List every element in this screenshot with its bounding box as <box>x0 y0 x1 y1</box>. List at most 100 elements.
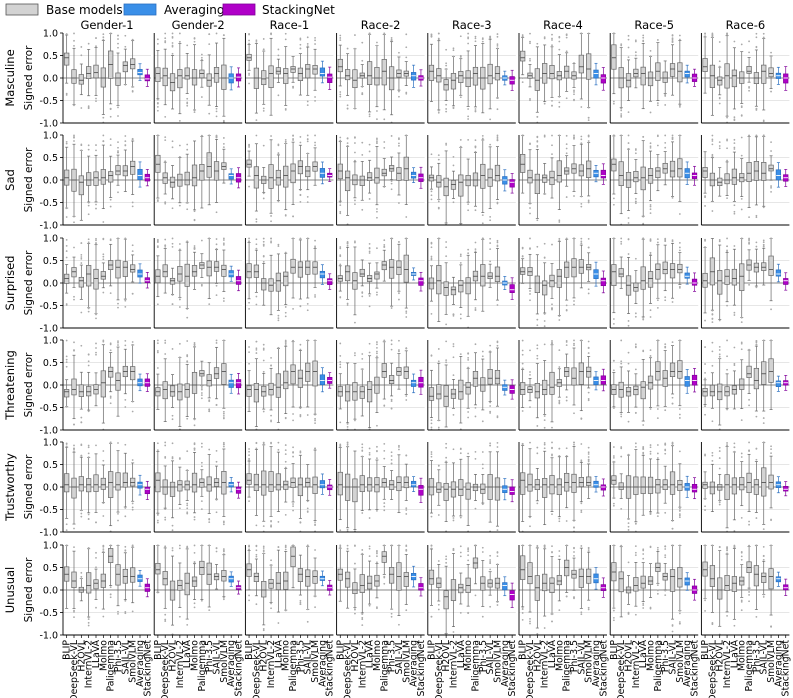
outlier-point <box>573 303 575 306</box>
outlier-point <box>755 341 758 344</box>
outlier-point <box>474 308 477 311</box>
outlier-point <box>496 47 499 50</box>
outlier-point <box>481 451 484 453</box>
panel-surprised-race-2 <box>336 237 425 329</box>
outlier-point <box>467 118 470 120</box>
outlier-point <box>627 362 630 365</box>
box-internvl-2 <box>86 172 92 186</box>
outlier-point <box>73 444 75 447</box>
outlier-point <box>314 141 316 144</box>
outlier-point <box>390 462 393 465</box>
outlier-point <box>558 401 561 404</box>
outlier-point <box>193 245 196 247</box>
box-paligemma <box>199 370 205 377</box>
outlier-point <box>740 348 743 351</box>
outlier-point <box>587 32 590 35</box>
outlier-point <box>299 521 302 524</box>
outlier-point <box>726 138 728 141</box>
outlier-point <box>671 301 674 303</box>
outlier-point <box>405 134 408 137</box>
box-h2ovl <box>78 384 84 397</box>
outlier-point <box>543 415 546 417</box>
outlier-point <box>452 201 455 204</box>
box-smolvlm <box>221 64 227 90</box>
box-internvl-2 <box>268 65 274 89</box>
outlier-point <box>80 46 83 48</box>
outlier-point <box>733 210 736 213</box>
box-smolvlm <box>494 164 501 182</box>
outlier-point <box>383 505 386 508</box>
legend-label-averaging: Averaging <box>164 3 224 17</box>
outlier-point <box>543 37 546 40</box>
outlier-point <box>634 51 637 54</box>
outlier-point <box>73 39 75 42</box>
outlier-point <box>270 237 272 240</box>
outlier-point <box>726 159 728 162</box>
outlier-point <box>405 237 408 240</box>
outlier-point <box>314 521 316 524</box>
outlier-point <box>339 360 342 363</box>
box-h2ovl <box>443 281 449 296</box>
outlier-point <box>156 514 159 516</box>
outlier-point <box>361 353 364 355</box>
legend-swatch-base <box>5 3 39 16</box>
box-blip <box>428 64 435 81</box>
outlier-point <box>770 55 772 57</box>
outlier-point <box>580 237 583 240</box>
outlier-point <box>200 442 203 445</box>
panel-threatening-race-1 <box>244 339 334 431</box>
outlier-point <box>80 509 83 512</box>
outlier-point <box>306 510 309 513</box>
box-llava <box>366 381 373 403</box>
outlier-point <box>262 144 265 147</box>
plot-grid: Gender-1 Gender-2 Race-1 Race-2 Race-3 Race-4… <box>3 18 792 698</box>
outlier-point <box>178 155 181 158</box>
outlier-point <box>634 445 637 448</box>
outlier-point <box>215 498 218 501</box>
outlier-point <box>580 138 583 141</box>
outlier-point <box>164 37 167 40</box>
outlier-point <box>755 214 758 217</box>
outlier-point <box>489 444 492 447</box>
outlier-point <box>748 398 750 401</box>
box-molmo <box>739 263 745 291</box>
panel-threatening-gender-2 <box>153 339 243 431</box>
outlier-point <box>649 512 652 515</box>
outlier-point <box>171 457 174 460</box>
outlier-point <box>292 340 294 342</box>
outlier-point <box>292 86 294 89</box>
outlier-point <box>284 449 287 452</box>
outlier-point <box>452 47 455 50</box>
column-title-race-1: Race-1 <box>270 18 310 32</box>
outlier-point <box>164 339 167 342</box>
outlier-point <box>87 446 90 449</box>
outlier-point <box>521 353 524 356</box>
outlier-point <box>339 204 342 207</box>
box-averaging <box>137 69 143 76</box>
box-stackingnet <box>509 284 515 293</box>
outlier-point <box>678 408 681 410</box>
outlier-point <box>551 243 553 246</box>
outlier-point <box>95 237 97 240</box>
outlier-point <box>398 349 400 351</box>
outlier-point <box>306 152 309 155</box>
outlier-point <box>117 306 119 309</box>
outlier-point <box>354 354 356 357</box>
outlier-point <box>171 42 174 44</box>
outlier-point <box>262 255 265 257</box>
outlier-point <box>437 348 440 350</box>
outlier-point <box>467 37 470 40</box>
box-llava <box>640 266 646 290</box>
outlier-point <box>642 424 645 426</box>
outlier-point <box>748 51 750 54</box>
outlier-point <box>474 406 477 409</box>
outlier-point <box>573 93 575 96</box>
outlier-point <box>306 414 309 416</box>
box-llava <box>366 172 373 182</box>
outlier-point <box>452 313 455 316</box>
outlier-point <box>65 361 68 364</box>
outlier-point <box>445 241 448 243</box>
outlier-point <box>733 245 736 247</box>
outlier-point <box>704 239 706 241</box>
outlier-point <box>718 353 721 356</box>
